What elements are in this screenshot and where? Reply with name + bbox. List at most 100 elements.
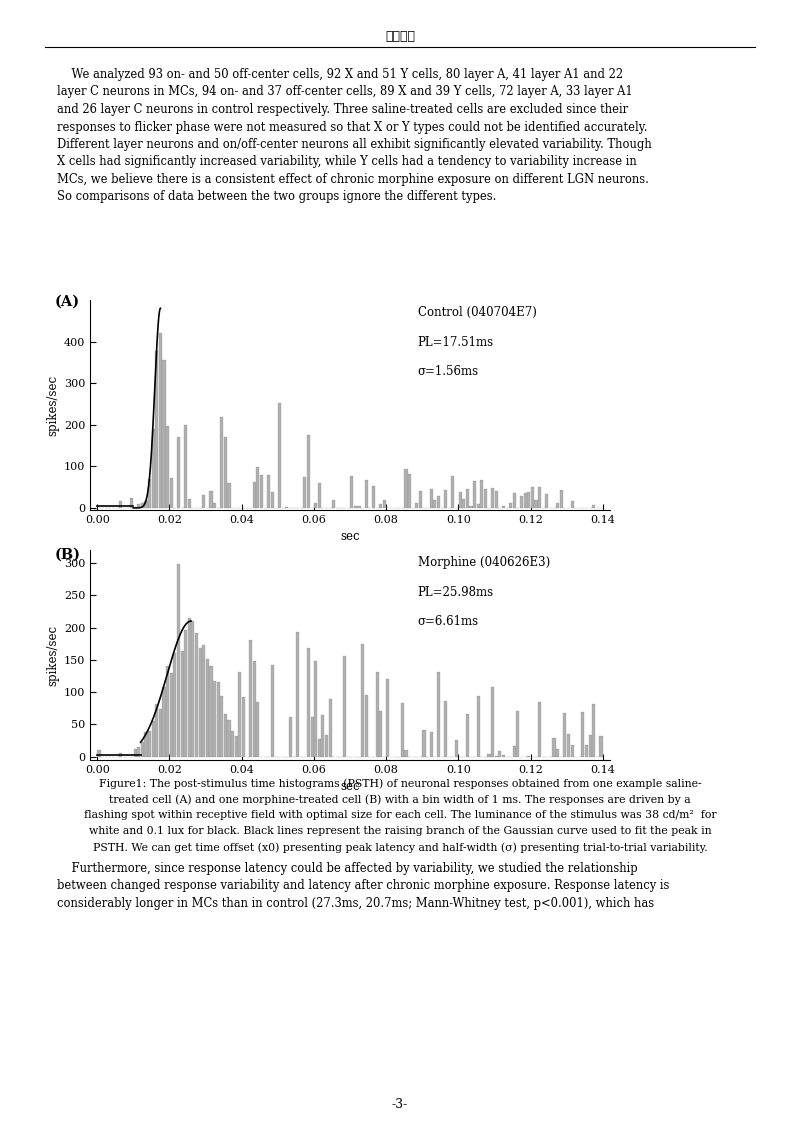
Bar xyxy=(188,499,191,508)
Bar xyxy=(231,731,234,757)
Bar xyxy=(382,500,386,508)
Bar xyxy=(408,474,411,508)
Text: 精品论文: 精品论文 xyxy=(385,29,415,43)
Bar xyxy=(405,750,407,757)
Text: We analyzed 93 on- and 50 off-center cells, 92 X and 51 Y cells, 80 layer A, 41 : We analyzed 93 on- and 50 off-center cel… xyxy=(57,68,623,80)
Bar xyxy=(325,735,328,757)
Bar xyxy=(567,734,570,757)
Bar xyxy=(162,687,166,757)
Bar xyxy=(430,732,433,757)
Bar xyxy=(271,492,274,508)
Bar xyxy=(260,475,263,508)
Bar xyxy=(318,483,321,508)
Bar xyxy=(592,704,595,757)
Text: PL=17.51ms: PL=17.51ms xyxy=(418,335,494,349)
Bar xyxy=(455,740,458,757)
Text: responses to flicker phase were not measured so that X or Y types could not be i: responses to flicker phase were not meas… xyxy=(57,120,647,134)
Bar xyxy=(379,710,382,757)
Text: X cells had significantly increased variability, while Y cells had a tendency to: X cells had significantly increased vari… xyxy=(57,155,637,169)
Bar xyxy=(242,698,245,757)
Bar xyxy=(524,493,526,508)
Bar xyxy=(191,621,194,757)
Bar xyxy=(444,700,447,757)
Text: σ=1.56ms: σ=1.56ms xyxy=(418,365,478,378)
Bar xyxy=(314,503,318,508)
Bar xyxy=(152,429,154,508)
Bar xyxy=(224,714,227,757)
Bar xyxy=(527,492,530,508)
Bar xyxy=(220,696,223,757)
Bar xyxy=(556,749,559,757)
Bar xyxy=(375,672,378,757)
Text: Morphine (040626E3): Morphine (040626E3) xyxy=(418,556,550,569)
Bar xyxy=(430,489,433,508)
Bar xyxy=(238,672,242,757)
Bar xyxy=(329,699,332,757)
Bar xyxy=(582,713,585,757)
Bar xyxy=(148,479,151,508)
Y-axis label: spikes/sec: spikes/sec xyxy=(46,624,59,685)
Bar xyxy=(473,482,476,508)
Bar xyxy=(256,701,259,757)
Bar xyxy=(217,682,220,757)
Bar xyxy=(159,333,162,508)
Bar xyxy=(210,492,213,508)
Bar xyxy=(314,661,318,757)
Bar xyxy=(462,499,466,508)
Bar xyxy=(422,730,426,757)
Bar xyxy=(509,503,512,508)
Text: white and 0.1 lux for black. Black lines represent the raising branch of the Gau: white and 0.1 lux for black. Black lines… xyxy=(89,826,711,836)
Bar xyxy=(343,656,346,757)
Bar xyxy=(213,503,216,508)
Bar xyxy=(170,478,173,508)
Text: and 26 layer C neurons in control respectively. Three saline-treated cells are e: and 26 layer C neurons in control respec… xyxy=(57,103,628,116)
Bar xyxy=(444,491,447,508)
Bar xyxy=(538,487,541,508)
Bar xyxy=(401,702,404,757)
Bar xyxy=(484,489,487,508)
Text: MCs, we believe there is a consistent effect of chronic morphine exposure on dif: MCs, we believe there is a consistent ef… xyxy=(57,173,649,186)
Bar xyxy=(148,731,151,757)
Bar xyxy=(386,680,390,757)
Text: σ=6.61ms: σ=6.61ms xyxy=(418,615,478,628)
Bar xyxy=(379,504,382,508)
Bar xyxy=(210,666,213,757)
Bar xyxy=(166,426,169,508)
Bar xyxy=(177,437,180,508)
Bar xyxy=(271,665,274,757)
Bar xyxy=(119,753,122,757)
Bar xyxy=(289,717,292,757)
Bar xyxy=(477,504,480,508)
Bar xyxy=(166,666,169,757)
Bar xyxy=(332,500,335,508)
Bar xyxy=(184,425,187,508)
Bar xyxy=(563,714,566,757)
Text: considerably longer in MCs than in control (27.3ms, 20.7ms; Mann-Whitney test, p: considerably longer in MCs than in contr… xyxy=(57,897,654,910)
Bar xyxy=(570,501,574,508)
Bar xyxy=(303,477,306,508)
Bar xyxy=(553,739,555,757)
Bar xyxy=(159,708,162,757)
Bar xyxy=(365,479,368,508)
Bar xyxy=(155,350,158,508)
Bar xyxy=(585,746,588,757)
Bar xyxy=(202,645,206,757)
Bar xyxy=(195,632,198,757)
Bar xyxy=(466,715,469,757)
Text: PSTH. We can get time offset (x0) presenting peak latency and half-width (σ) pre: PSTH. We can get time offset (x0) presen… xyxy=(93,842,707,852)
Text: layer C neurons in MCs, 94 on- and 37 off-center cells, 89 X and 39 Y cells, 72 : layer C neurons in MCs, 94 on- and 37 of… xyxy=(57,85,633,99)
Text: -3-: -3- xyxy=(392,1099,408,1111)
Bar xyxy=(358,506,361,508)
Bar xyxy=(141,742,144,757)
Bar xyxy=(599,736,602,757)
Bar xyxy=(451,476,454,508)
Bar xyxy=(491,687,494,757)
Bar xyxy=(513,494,516,508)
Text: flashing spot within receptive field with optimal size for each cell. The lumina: flashing spot within receptive field wit… xyxy=(84,810,716,820)
Bar xyxy=(227,483,230,508)
Bar xyxy=(477,696,480,757)
Bar xyxy=(592,505,595,508)
Text: (A): (A) xyxy=(55,295,80,309)
Text: PL=25.98ms: PL=25.98ms xyxy=(418,586,494,598)
Bar xyxy=(206,659,209,757)
